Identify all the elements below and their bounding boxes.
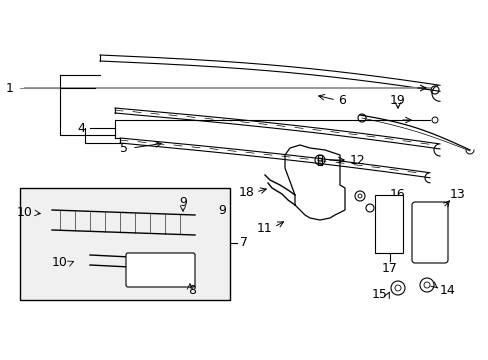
Text: 4: 4 <box>77 122 85 135</box>
Text: 12: 12 <box>349 153 365 166</box>
Text: 8: 8 <box>187 284 196 297</box>
Text: 14: 14 <box>439 284 455 297</box>
Text: 6: 6 <box>337 94 345 107</box>
Text: 5: 5 <box>120 141 128 154</box>
Text: 15: 15 <box>371 288 387 302</box>
Text: 1: 1 <box>6 81 14 94</box>
Text: 7: 7 <box>240 237 247 249</box>
FancyBboxPatch shape <box>411 202 447 263</box>
FancyBboxPatch shape <box>126 253 195 287</box>
Bar <box>374 195 402 253</box>
Text: 18: 18 <box>239 185 254 198</box>
Text: 9: 9 <box>218 203 225 216</box>
Text: 10: 10 <box>17 207 33 220</box>
Text: 11: 11 <box>256 221 271 234</box>
Bar <box>20 188 229 300</box>
Text: 16: 16 <box>389 189 405 202</box>
Text: 9: 9 <box>179 195 186 208</box>
Text: 13: 13 <box>449 189 465 202</box>
Text: 17: 17 <box>381 262 397 275</box>
Text: 10: 10 <box>52 256 68 270</box>
Text: 19: 19 <box>389 94 405 107</box>
